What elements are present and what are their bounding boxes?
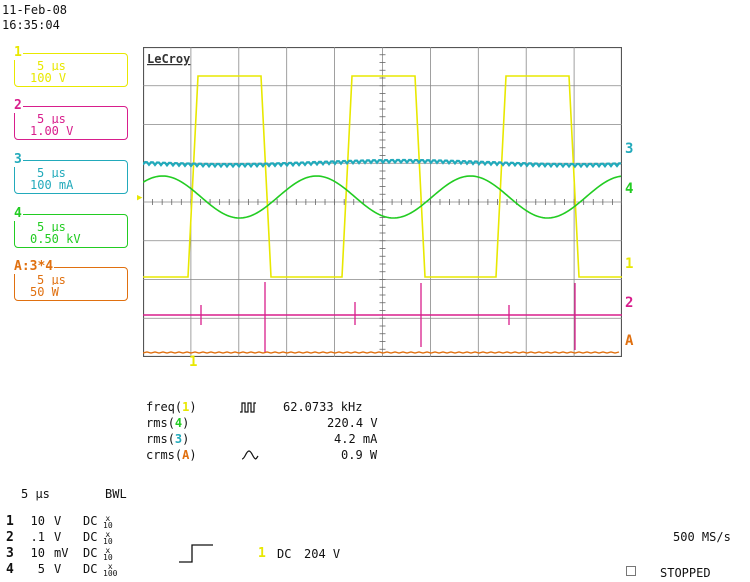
measurement-row[interactable]: freq(1) <box>146 400 197 414</box>
math-a-label: A:3*4 <box>13 259 55 274</box>
timebase-label[interactable]: 5 μs <box>21 487 50 501</box>
channel-3-number: 3 <box>13 152 23 167</box>
trace-3-marker[interactable]: 3 <box>625 141 634 157</box>
channel-2-voltdiv: 1.00 V <box>29 124 75 138</box>
measurement-value: 0.9 W <box>341 448 378 462</box>
trace-1-marker[interactable]: 1 <box>625 256 634 272</box>
trigger-level: 204 V <box>304 547 341 561</box>
brand-logo: LeCroy <box>147 52 190 66</box>
trace-a-marker[interactable]: A <box>625 333 634 349</box>
trace-2-marker[interactable]: 2 <box>625 295 634 311</box>
channel-4-voltdiv: 0.50 kV <box>29 232 82 246</box>
channel-3-descriptor[interactable]: 3 5 μs 100 mA <box>13 152 128 194</box>
math-a-descriptor[interactable]: A:3*4 5 μs 50 W <box>13 259 128 301</box>
measurement-row[interactable]: rms(3) <box>146 432 190 446</box>
channel-2-timediv: 5 μs <box>37 112 66 126</box>
channel-2-number: 2 <box>13 98 23 113</box>
trigger-position-marker[interactable]: 1 <box>189 354 198 370</box>
trigger-source[interactable]: 1 <box>258 546 266 561</box>
pulse-icon <box>239 401 257 416</box>
time-label: 16:35:04 <box>2 18 60 32</box>
channel-4-timediv: 5 μs <box>37 220 66 234</box>
channel-1-descriptor[interactable]: 1 5 μs 100 V <box>13 45 128 87</box>
graticule-grid <box>143 47 622 357</box>
trace-channel-2-spikes <box>200 282 576 352</box>
measurement-row[interactable]: rms(4) <box>146 416 190 430</box>
channel-1-voltdiv: 100 V <box>29 71 68 85</box>
trigger-edge-icon <box>178 542 214 567</box>
trigger-level-arrow: ▶ <box>137 193 143 203</box>
channel-3-voltdiv: 100 mA <box>29 178 75 192</box>
trigger-coupling: DC <box>277 547 292 561</box>
trace-channel-1 <box>143 75 622 278</box>
measurement-value: 220.4 V <box>327 416 378 430</box>
trace-math-a <box>143 351 620 354</box>
channel-1-number: 1 <box>13 45 23 60</box>
measurement-value: 4.2 mA <box>334 432 378 446</box>
channel-setup-row[interactable]: 4 5 V DC x 100 <box>6 561 118 578</box>
sample-rate-label: 500 MS/s <box>673 530 731 544</box>
math-a-voltdiv: 50 W <box>29 285 60 299</box>
channel-1-timediv: 5 μs <box>37 59 66 73</box>
acquisition-status: STOPPED <box>660 566 711 580</box>
channel-2-descriptor[interactable]: 2 5 μs 1.00 V <box>13 98 128 140</box>
measurement-value: 62.0733 kHz <box>283 400 363 414</box>
channel-setup-row[interactable]: 2 .1 V DC x 10 <box>6 529 113 546</box>
channel-4-descriptor[interactable]: 4 5 μs 0.50 kV <box>13 206 128 248</box>
sine-icon <box>241 449 259 464</box>
math-a-timediv: 5 μs <box>37 273 66 287</box>
bandwidth-limit-label: BWL <box>105 487 127 501</box>
channel-4-number: 4 <box>13 206 23 221</box>
date-label: 11-Feb-08 <box>2 3 68 17</box>
trace-4-marker[interactable]: 4 <box>625 181 634 197</box>
measurement-row[interactable]: crms(A) <box>146 448 197 462</box>
channel-setup-row[interactable]: 1 10 V DC x 10 <box>6 513 113 530</box>
trace-channel-4 <box>143 175 622 219</box>
channel-setup-row[interactable]: 3 10 mV DC x 10 <box>6 545 113 562</box>
waveform-display[interactable]: LeCroy <box>143 47 622 357</box>
trace-channel-3 <box>143 158 622 169</box>
channel-3-timediv: 5 μs <box>37 166 66 180</box>
status-box-icon <box>626 566 636 576</box>
